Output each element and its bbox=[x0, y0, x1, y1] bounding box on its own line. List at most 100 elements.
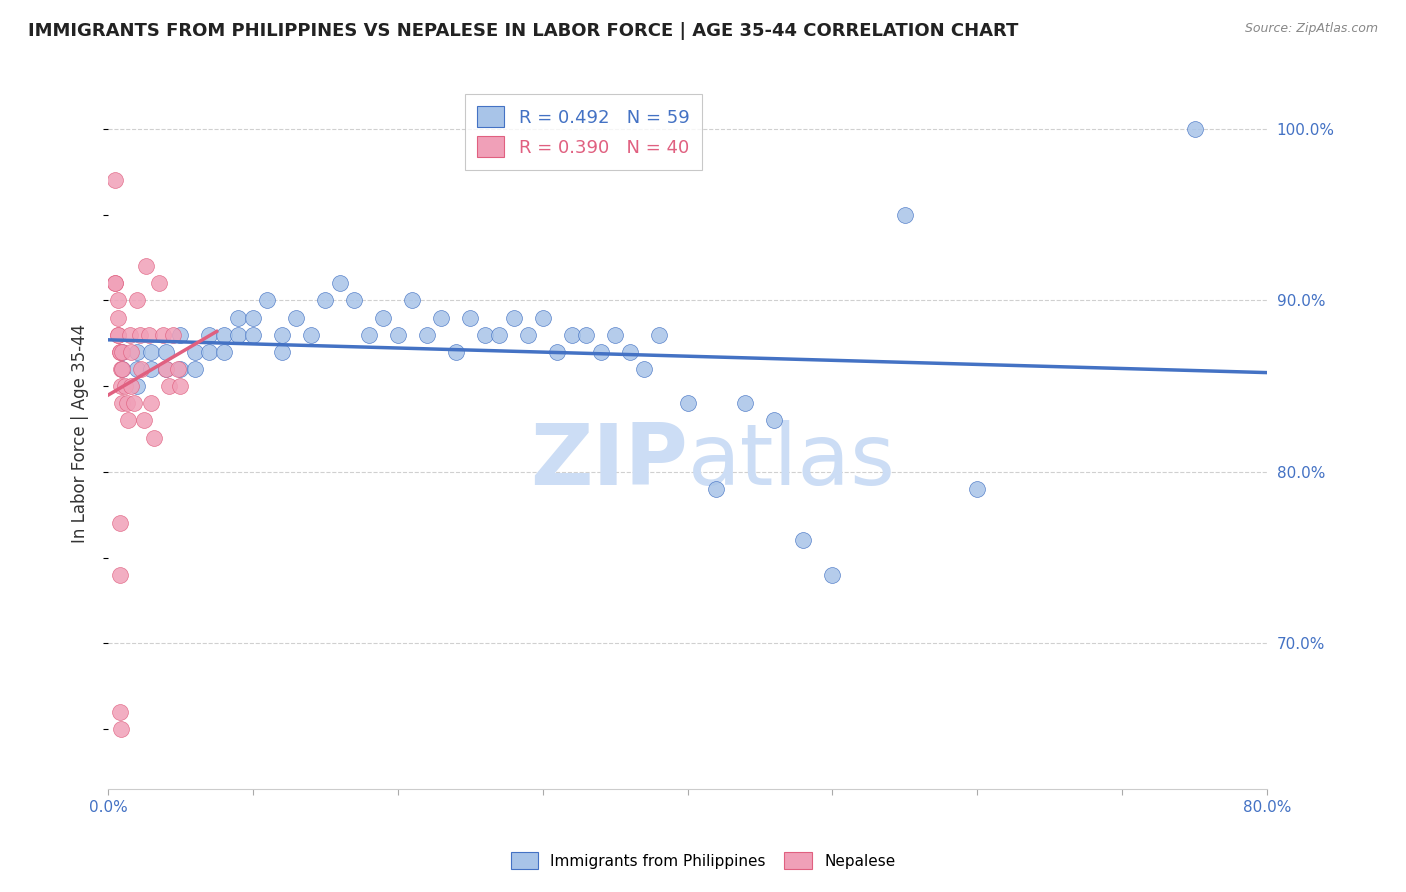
Point bbox=[117, 413, 139, 427]
Text: ZIP: ZIP bbox=[530, 420, 688, 503]
Point bbox=[125, 344, 148, 359]
Point bbox=[444, 344, 467, 359]
Point bbox=[357, 327, 380, 342]
Point bbox=[155, 362, 177, 376]
Point bbox=[110, 362, 132, 376]
Point bbox=[108, 516, 131, 531]
Point bbox=[894, 208, 917, 222]
Point bbox=[242, 310, 264, 325]
Point bbox=[603, 327, 626, 342]
Point bbox=[706, 482, 728, 496]
Point bbox=[198, 344, 221, 359]
Point bbox=[157, 379, 180, 393]
Legend: Immigrants from Philippines, Nepalese: Immigrants from Philippines, Nepalese bbox=[505, 846, 901, 875]
Point bbox=[647, 327, 669, 342]
Point bbox=[141, 396, 163, 410]
Point bbox=[416, 327, 439, 342]
Point bbox=[107, 327, 129, 342]
Point bbox=[184, 362, 207, 376]
Point bbox=[107, 293, 129, 308]
Point bbox=[474, 327, 496, 342]
Point bbox=[169, 379, 191, 393]
Point bbox=[488, 327, 510, 342]
Point bbox=[430, 310, 453, 325]
Point bbox=[561, 327, 583, 342]
Point bbox=[107, 310, 129, 325]
Point bbox=[546, 344, 568, 359]
Point bbox=[104, 277, 127, 291]
Point bbox=[502, 310, 524, 325]
Point bbox=[517, 327, 540, 342]
Point bbox=[966, 482, 988, 496]
Point bbox=[128, 327, 150, 342]
Point bbox=[373, 310, 395, 325]
Point bbox=[228, 327, 250, 342]
Point bbox=[104, 277, 127, 291]
Point bbox=[108, 344, 131, 359]
Point bbox=[107, 327, 129, 342]
Point bbox=[108, 567, 131, 582]
Point bbox=[125, 293, 148, 308]
Point bbox=[115, 396, 138, 410]
Point bbox=[619, 344, 641, 359]
Point bbox=[821, 567, 844, 582]
Point bbox=[141, 362, 163, 376]
Point bbox=[134, 413, 156, 427]
Point bbox=[228, 310, 250, 325]
Point bbox=[110, 722, 132, 736]
Point bbox=[401, 293, 423, 308]
Legend: R = 0.492   N = 59, R = 0.390   N = 40: R = 0.492 N = 59, R = 0.390 N = 40 bbox=[465, 94, 702, 169]
Point bbox=[125, 379, 148, 393]
Point bbox=[110, 379, 132, 393]
Point bbox=[242, 327, 264, 342]
Point bbox=[531, 310, 554, 325]
Text: atlas: atlas bbox=[688, 420, 896, 503]
Point bbox=[111, 362, 134, 376]
Point bbox=[120, 344, 142, 359]
Point bbox=[329, 277, 352, 291]
Point bbox=[314, 293, 336, 308]
Point bbox=[108, 705, 131, 719]
Point bbox=[458, 310, 481, 325]
Point bbox=[763, 413, 786, 427]
Point bbox=[148, 277, 170, 291]
Point bbox=[734, 396, 756, 410]
Point bbox=[108, 344, 131, 359]
Point bbox=[169, 327, 191, 342]
Point bbox=[270, 327, 292, 342]
Point bbox=[270, 344, 292, 359]
Point bbox=[138, 327, 160, 342]
Point bbox=[122, 396, 145, 410]
Point bbox=[135, 259, 157, 273]
Point bbox=[131, 362, 153, 376]
Point bbox=[285, 310, 308, 325]
Point bbox=[162, 327, 184, 342]
Point bbox=[111, 344, 134, 359]
Point bbox=[155, 344, 177, 359]
Point bbox=[169, 362, 191, 376]
Point bbox=[114, 379, 136, 393]
Point bbox=[575, 327, 598, 342]
Point bbox=[184, 344, 207, 359]
Point bbox=[299, 327, 322, 342]
Y-axis label: In Labor Force | Age 35-44: In Labor Force | Age 35-44 bbox=[72, 324, 89, 543]
Point bbox=[104, 173, 127, 187]
Text: Source: ZipAtlas.com: Source: ZipAtlas.com bbox=[1244, 22, 1378, 36]
Point bbox=[676, 396, 699, 410]
Point bbox=[111, 396, 134, 410]
Point bbox=[111, 362, 134, 376]
Point bbox=[111, 344, 134, 359]
Point bbox=[166, 362, 188, 376]
Point bbox=[152, 327, 174, 342]
Point bbox=[125, 362, 148, 376]
Point bbox=[155, 362, 177, 376]
Point bbox=[1184, 121, 1206, 136]
Point bbox=[120, 379, 142, 393]
Point bbox=[141, 344, 163, 359]
Point bbox=[256, 293, 278, 308]
Point bbox=[792, 533, 814, 548]
Point bbox=[387, 327, 409, 342]
Point bbox=[633, 362, 655, 376]
Point bbox=[118, 327, 141, 342]
Point bbox=[343, 293, 366, 308]
